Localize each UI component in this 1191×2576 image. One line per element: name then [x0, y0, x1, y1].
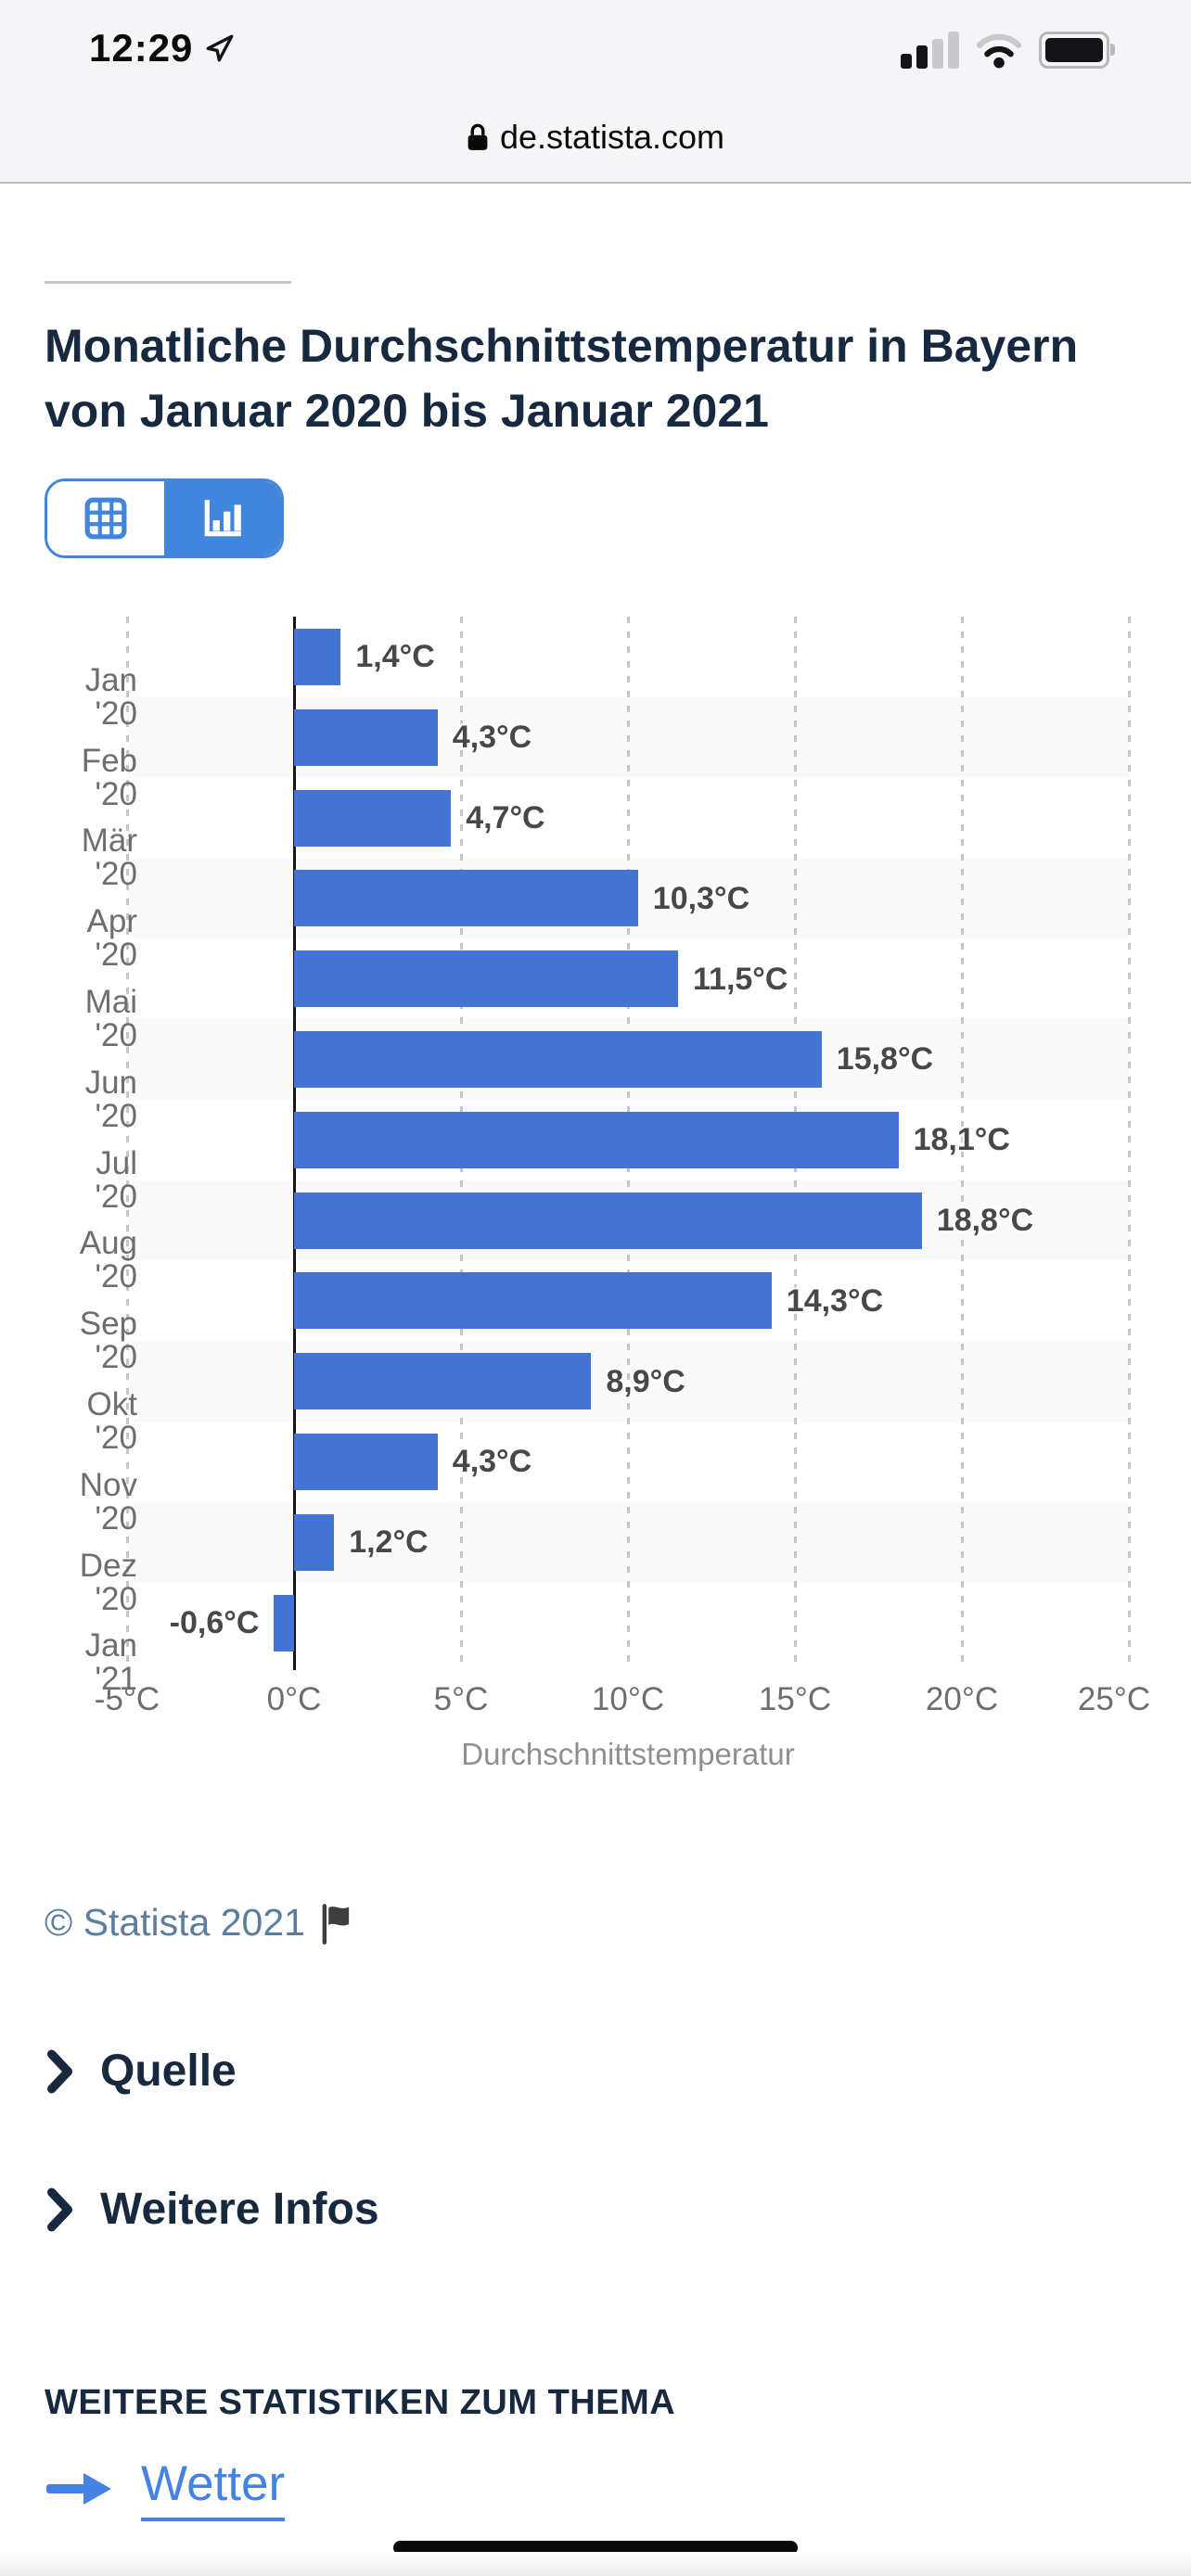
status-time: 12:29 — [89, 26, 194, 70]
table-icon — [84, 497, 127, 540]
quelle-label: Quelle — [100, 2047, 237, 2096]
bar-value-label: 4,7°C — [466, 800, 545, 835]
bar-value-label: 18,1°C — [913, 1122, 1010, 1158]
status-bar: 12:29 — [0, 26, 1191, 93]
related-statistics-heading: WEITERE STATISTIKEN ZUM THEMA — [45, 2383, 676, 2422]
category-label: Mai '20 — [84, 984, 137, 1053]
x-axis-title: Durchschnittstemperatur — [461, 1737, 795, 1771]
category-label: Mär '20 — [81, 823, 137, 893]
weitere-infos-toggle[interactable]: Weitere Infos — [45, 2184, 379, 2235]
battery-icon — [1039, 32, 1115, 69]
bar-value-label: 1,2°C — [349, 1524, 429, 1561]
lock-icon — [467, 123, 488, 150]
quelle-toggle[interactable]: Quelle — [45, 2046, 237, 2097]
chart-bar-1[interactable] — [294, 628, 341, 685]
bar-value-label: 14,3°C — [786, 1282, 884, 1319]
category-label: Jun '20 — [84, 1064, 137, 1134]
location-arrow-icon — [206, 34, 234, 62]
wifi-icon — [976, 33, 1022, 69]
bar-value-label: 10,3°C — [652, 880, 750, 916]
home-indicator[interactable] — [393, 2541, 798, 2555]
x-tick-label: 10°C — [591, 1681, 665, 1717]
bar-value-label: 18,8°C — [936, 1203, 1034, 1238]
chart-bar-11[interactable] — [294, 1433, 438, 1490]
chart-bar-4[interactable] — [294, 870, 638, 927]
gridline — [1127, 617, 1131, 1666]
weitere-infos-label: Weitere Infos — [100, 2185, 379, 2234]
gridline — [960, 617, 964, 1666]
bar-value-label: 8,9°C — [606, 1363, 685, 1399]
related-link-row: Wetter — [45, 2455, 286, 2521]
table-view-button[interactable] — [47, 481, 164, 555]
url-text: de.statista.com — [499, 118, 725, 156]
bar-value-label: 1,4°C — [355, 639, 435, 675]
category-label: Nov '20 — [79, 1466, 137, 1537]
x-tick-label: 20°C — [925, 1681, 999, 1717]
x-tick-label: 0°C — [266, 1681, 322, 1717]
category-label: Apr '20 — [86, 903, 137, 974]
category-label: Dez '20 — [79, 1547, 137, 1617]
chart-bar-10[interactable] — [294, 1353, 592, 1410]
x-tick-label: 15°C — [758, 1681, 832, 1717]
bar-value-label: 15,8°C — [836, 1041, 934, 1078]
copyright-row: © Statista 2021 — [45, 1901, 353, 1945]
gridline — [125, 617, 129, 1666]
chart-view-button[interactable] — [164, 481, 281, 555]
safari-header: 12:29 — [0, 0, 1191, 184]
arrow-right-icon — [46, 2472, 111, 2505]
chart-bar-13[interactable] — [274, 1594, 294, 1651]
chart-plot: Durchschnittstemperatur 1,4°C Jan '20 4,3°C… — [0, 617, 1191, 1813]
bar-value-label: 4,3°C — [452, 720, 532, 756]
category-label: Jul '20 — [95, 1144, 137, 1215]
chart-bar-12[interactable] — [294, 1513, 335, 1571]
chart-bar-9[interactable] — [294, 1272, 772, 1330]
url-bar[interactable]: de.statista.com — [0, 109, 1191, 165]
view-toggle — [45, 478, 284, 558]
bar-value-label: -0,6°C — [169, 1605, 260, 1640]
flag-icon[interactable] — [320, 1902, 353, 1945]
category-label: Feb '20 — [81, 742, 137, 812]
category-label: Sep '20 — [79, 1306, 137, 1376]
cellular-signal-icon — [901, 32, 959, 69]
bar-chart-icon — [204, 500, 241, 537]
category-label: Okt '20 — [86, 1386, 137, 1456]
x-tick-label: -5°C — [94, 1681, 160, 1717]
page-title: Monatliche Durchschnittstemperatur in Ba… — [45, 320, 1079, 437]
category-label: Aug '20 — [79, 1225, 137, 1295]
wetter-link[interactable]: Wetter — [141, 2455, 286, 2521]
bottom-fade — [0, 2552, 1191, 2576]
chart-bar-3[interactable] — [294, 789, 452, 847]
copyright-text: © Statista 2021 — [45, 1901, 305, 1944]
category-label: Jan '20 — [84, 661, 137, 732]
chevron-right-icon — [46, 2187, 73, 2231]
category-label: Jan '21 — [84, 1627, 137, 1698]
chart-bar-2[interactable] — [294, 708, 438, 766]
bar-value-label: 4,3°C — [452, 1444, 532, 1480]
chart-bar-7[interactable] — [294, 1111, 899, 1168]
chevron-right-icon — [46, 2049, 73, 2093]
chart-bar-6[interactable] — [294, 1030, 822, 1088]
chart-bar-5[interactable] — [294, 950, 678, 1008]
x-tick-label: 5°C — [433, 1681, 489, 1717]
chart-bar-8[interactable] — [294, 1192, 922, 1249]
title-divider — [45, 281, 291, 284]
x-tick-label: 25°C — [1077, 1681, 1151, 1717]
bar-value-label: 11,5°C — [693, 961, 788, 997]
